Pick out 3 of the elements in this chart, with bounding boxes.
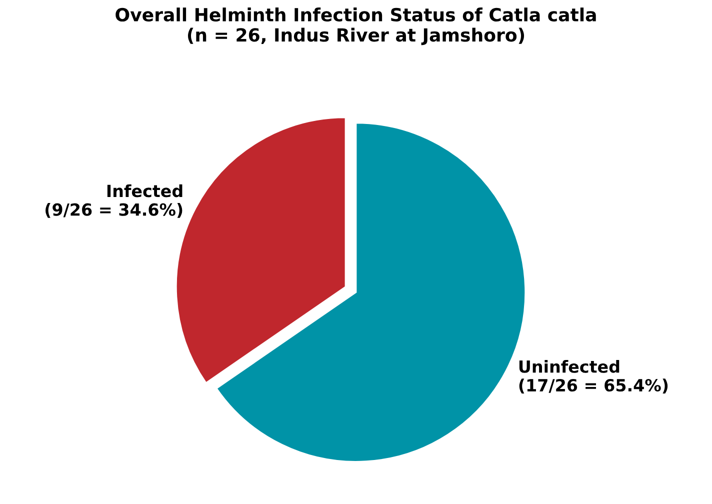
chart-title: Overall Helminth Infection Status of Catla catla (n = 26, Indus River at Jamshoro): [116, 8, 596, 46]
slice-label: Infected (9/26 = 34.6%): [46, 184, 182, 218]
slice-label: Uninfected (17/26 = 65.4%): [519, 360, 668, 394]
